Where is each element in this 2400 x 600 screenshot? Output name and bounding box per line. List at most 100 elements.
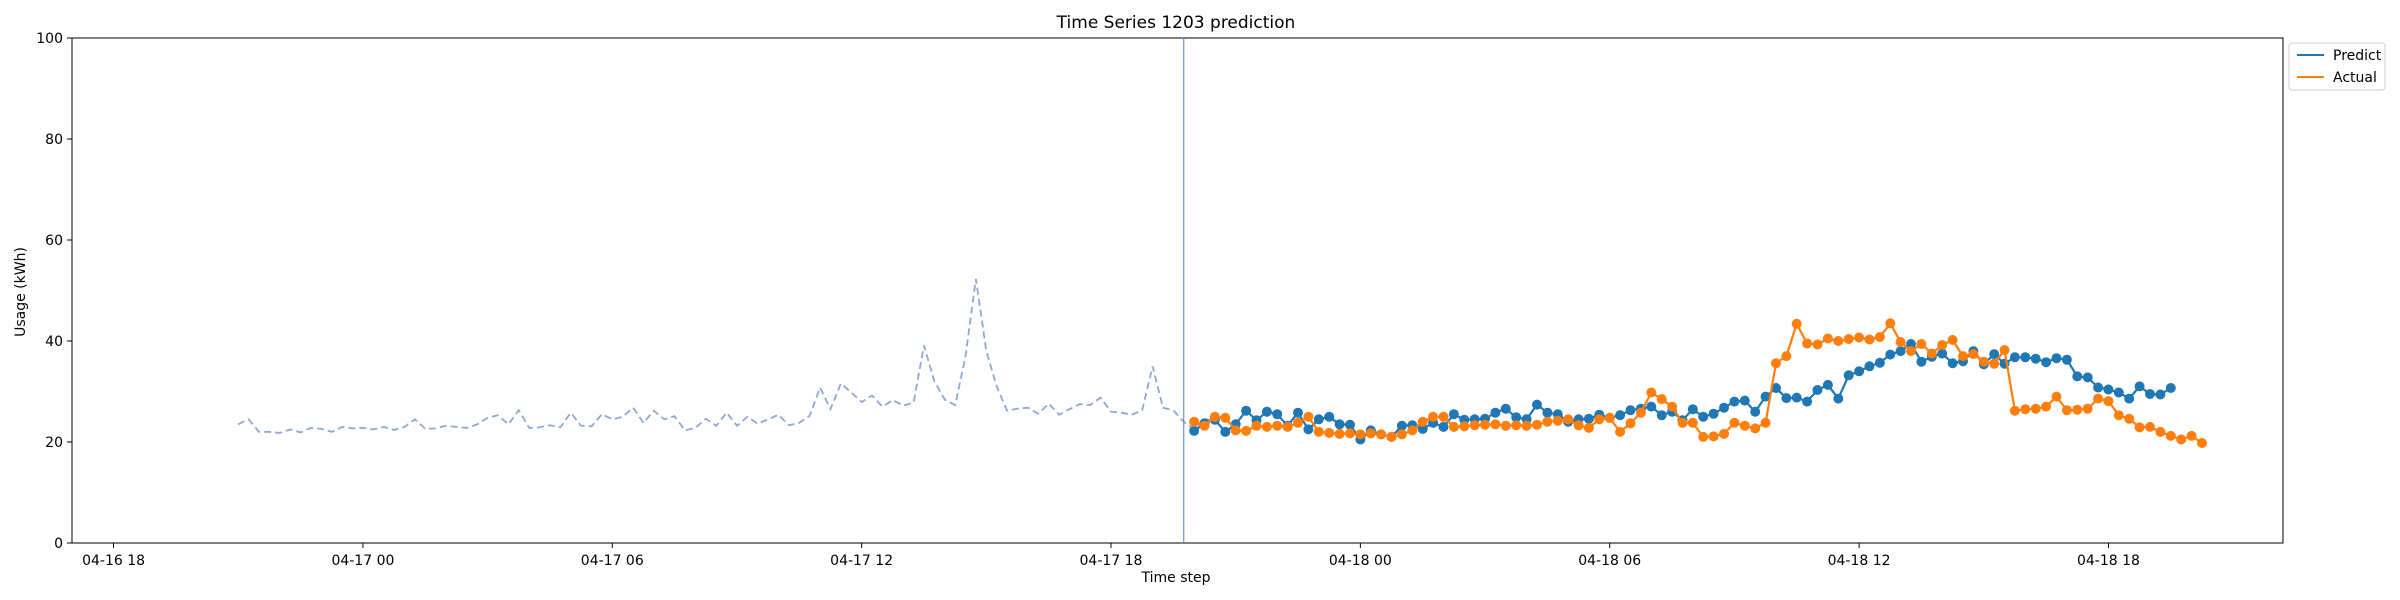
point-actual [1916, 339, 1927, 349]
x-tick-label-8: 04-18 18 [2077, 553, 2140, 569]
point-actual [1417, 416, 1428, 427]
point-predict [1750, 406, 1761, 417]
point-actual [1864, 334, 1875, 345]
point-predict [2082, 372, 2093, 383]
point-actual [1604, 412, 1615, 423]
point-actual [1843, 334, 1854, 344]
point-actual [1355, 429, 1366, 440]
point-actual [2082, 403, 2093, 414]
point-actual [1968, 349, 1979, 360]
point-predict [2134, 381, 2145, 392]
point-predict [1241, 405, 1252, 416]
point-predict [2113, 387, 2124, 398]
point-actual [1251, 420, 1262, 431]
point-predict [2093, 382, 2104, 393]
point-predict [1854, 366, 1865, 377]
point-actual [1573, 420, 1584, 431]
legend-label-predict: Predict [2333, 48, 2382, 64]
point-predict [1739, 395, 1750, 406]
point-predict [1906, 339, 1916, 349]
point-predict [1698, 411, 1709, 422]
point-predict [2051, 353, 2062, 364]
point-actual [1552, 415, 1563, 426]
point-actual [1282, 421, 1293, 432]
point-actual [2061, 405, 2072, 416]
chart-title: Time Series 1203 prediction [1056, 13, 1296, 33]
point-actual [1802, 338, 1813, 349]
x-tick-label-1: 04-17 00 [331, 553, 394, 569]
point-predict [1833, 393, 1844, 404]
point-actual [1199, 420, 1210, 431]
point-actual [1895, 337, 1906, 347]
point-predict [1864, 361, 1875, 372]
x-axis-label: Time step [1141, 570, 1211, 586]
point-actual [1428, 411, 1439, 422]
point-predict [1916, 356, 1927, 367]
point-actual [2124, 413, 2135, 424]
point-actual [2155, 426, 2166, 437]
point-predict [1771, 383, 1781, 393]
point-predict [1947, 358, 1958, 369]
point-actual [1532, 419, 1542, 430]
point-predict [1324, 411, 1335, 422]
point-actual [1396, 429, 1407, 440]
point-actual [1376, 429, 1387, 440]
point-predict [2145, 389, 2155, 399]
point-actual [2113, 410, 2124, 421]
x-tick-label-6: 04-18 06 [1578, 553, 1641, 569]
point-actual [1833, 336, 1844, 346]
point-actual [1594, 414, 1605, 425]
point-actual [1667, 401, 1678, 412]
point-actual [1615, 426, 1626, 437]
point-actual [2176, 434, 2187, 445]
point-actual [1261, 421, 1272, 432]
point-actual [1459, 421, 1470, 432]
point-actual [2134, 422, 2145, 433]
point-actual [1874, 332, 1885, 342]
plot-frame [71, 37, 2284, 544]
point-actual [2051, 391, 2062, 402]
point-actual [1521, 420, 1532, 431]
y-tick-label-60: 60 [45, 233, 63, 249]
point-actual [1438, 411, 1449, 422]
x-tick-label-4: 04-17 18 [1080, 553, 1143, 569]
point-actual [2030, 403, 2041, 414]
point-actual [1750, 423, 1761, 434]
y-tick-label-20: 20 [45, 435, 63, 451]
y-tick-label-100: 100 [36, 31, 63, 47]
x-tick-label-0: 04-16 18 [82, 553, 145, 569]
point-actual [1365, 428, 1376, 439]
point-actual [1677, 417, 1688, 428]
point-predict [1895, 346, 1906, 357]
x-axis: 04-16 18 04-17 00 04-17 06 04-17 12 04-17 18… [82, 543, 2140, 569]
point-predict [1303, 424, 1314, 435]
point-predict [2103, 384, 2114, 395]
point-actual [1885, 318, 1896, 329]
point-predict [2030, 353, 2041, 364]
point-actual [2041, 401, 2052, 412]
point-actual [1511, 420, 1522, 431]
point-actual [1272, 420, 1283, 431]
point-actual [2197, 438, 2207, 448]
point-predict [2020, 352, 2031, 363]
point-actual [2009, 405, 2020, 416]
point-predict [1438, 421, 1449, 432]
point-predict [2124, 393, 2135, 404]
point-predict [1345, 419, 1355, 430]
point-actual [1583, 422, 1594, 433]
point-actual [2165, 430, 2176, 441]
point-actual [1926, 348, 1937, 359]
point-actual [1448, 421, 1459, 432]
point-actual [1719, 428, 1729, 439]
point-actual [1978, 356, 1989, 367]
history-line [237, 278, 1226, 434]
point-actual [1345, 428, 1355, 439]
x-tick-label-5: 04-18 00 [1329, 553, 1392, 569]
point-predict [2072, 371, 2083, 382]
point-predict [1812, 385, 1823, 395]
point-actual [1407, 425, 1418, 436]
y-tick-label-80: 80 [45, 132, 63, 148]
x-tick-label-7: 04-18 12 [1828, 553, 1891, 569]
point-predict [1646, 401, 1657, 412]
